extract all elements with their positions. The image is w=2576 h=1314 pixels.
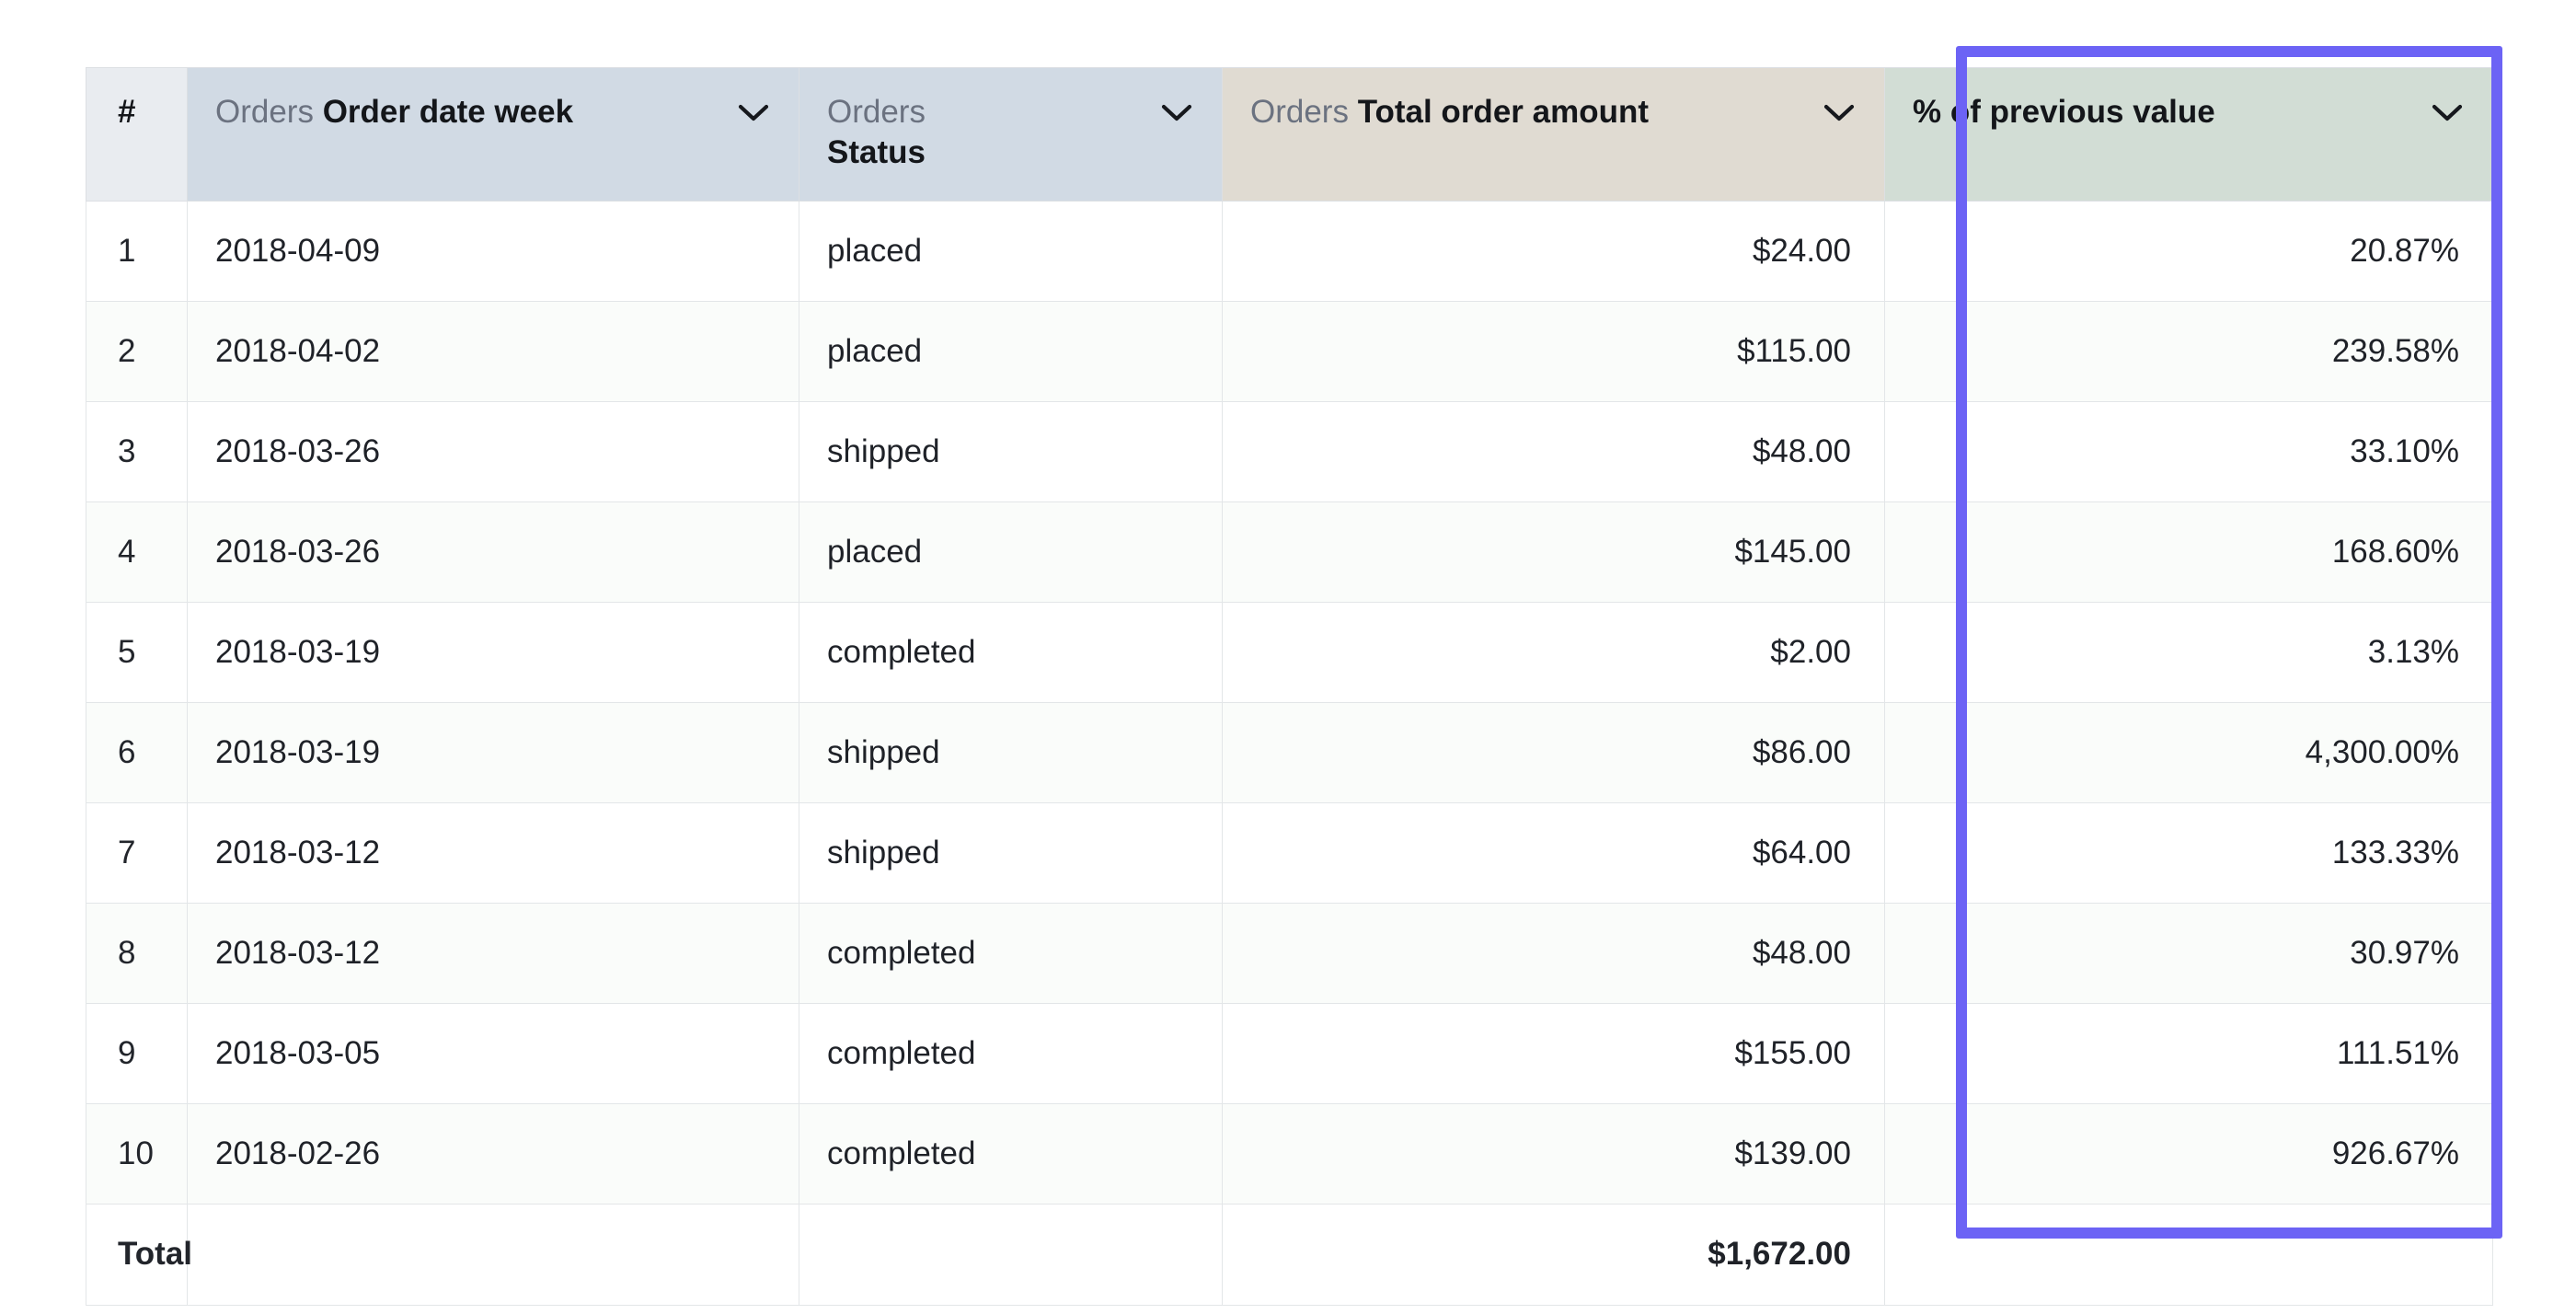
table-row[interactable]: 9 2018-03-05 completed $155.00 111.51% [86, 1002, 2493, 1104]
cell-index: 8 [86, 902, 188, 1004]
cell-status: placed [799, 501, 1223, 603]
total-cell-status [799, 1203, 1223, 1306]
cell-date: 2018-03-12 [187, 902, 799, 1004]
cell-status: shipped [799, 701, 1223, 803]
cell-date: 2018-03-19 [187, 601, 799, 703]
cell-amount: $24.00 [1222, 200, 1885, 302]
cell-date: 2018-03-26 [187, 400, 799, 502]
cell-pct: 4,300.00% [1884, 701, 2493, 803]
cell-index: 7 [86, 801, 188, 904]
total-label: Total [86, 1203, 192, 1306]
column-header-index-label: # [118, 94, 136, 130]
table-row[interactable]: 3 2018-03-26 shipped $48.00 33.10% [86, 400, 2493, 502]
cell-amount: $115.00 [1222, 300, 1885, 402]
column-header-amount-label: Total order amount [1357, 94, 1650, 130]
table-header-row: # Orders Order date week [86, 67, 2493, 202]
column-header-status[interactable]: Orders Status [799, 67, 1223, 202]
results-table-container: # Orders Order date week [86, 46, 2502, 1306]
cell-index: 5 [86, 601, 188, 703]
cell-date: 2018-03-26 [187, 501, 799, 603]
column-header-status-label: Status [827, 133, 926, 170]
table-header: # Orders Order date week [86, 67, 2493, 202]
cell-pct: 3.13% [1884, 601, 2493, 703]
cell-index: 2 [86, 300, 188, 402]
cell-pct: 168.60% [1884, 501, 2493, 603]
cell-pct: 33.10% [1884, 400, 2493, 502]
column-header-pct-label: % of previous value [1913, 94, 2215, 130]
cell-index: 3 [86, 400, 188, 502]
chevron-down-icon[interactable] [1159, 96, 1194, 131]
cell-amount: $64.00 [1222, 801, 1885, 904]
cell-index: 9 [86, 1002, 188, 1104]
cell-index: 1 [86, 200, 188, 302]
total-cell-date [187, 1203, 799, 1306]
column-header-date-prefix: Orders [215, 94, 323, 130]
cell-status: completed [799, 1002, 1223, 1104]
cell-date: 2018-03-12 [187, 801, 799, 904]
cell-status: completed [799, 1102, 1223, 1204]
cell-pct: 239.58% [1884, 300, 2493, 402]
cell-index: 4 [86, 501, 188, 603]
table-row[interactable]: 4 2018-03-26 placed $145.00 168.60% [86, 501, 2493, 603]
cell-amount: $139.00 [1222, 1102, 1885, 1204]
table-total-row: Total $1,672.00 [86, 1203, 2493, 1306]
table-row[interactable]: 8 2018-03-12 completed $48.00 30.97% [86, 902, 2493, 1004]
column-header-amount-prefix: Orders [1250, 94, 1358, 130]
cell-status: shipped [799, 801, 1223, 904]
cell-date: 2018-03-19 [187, 701, 799, 803]
cell-amount: $48.00 [1222, 400, 1885, 502]
cell-amount: $86.00 [1222, 701, 1885, 803]
cell-status: shipped [799, 400, 1223, 502]
table-row[interactable]: 5 2018-03-19 completed $2.00 3.13% [86, 601, 2493, 703]
column-header-pct-of-previous-value[interactable]: % of previous value [1884, 67, 2493, 202]
results-table: # Orders Order date week [86, 67, 2493, 1306]
cell-pct: 133.33% [1884, 801, 2493, 904]
cell-amount: $48.00 [1222, 902, 1885, 1004]
total-cell-pct [1884, 1203, 2493, 1306]
cell-status: completed [799, 902, 1223, 1004]
cell-pct: 926.67% [1884, 1102, 2493, 1204]
cell-date: 2018-02-26 [187, 1102, 799, 1204]
cell-status: placed [799, 200, 1223, 302]
cell-pct: 30.97% [1884, 902, 2493, 1004]
cell-date: 2018-04-02 [187, 300, 799, 402]
chevron-down-icon[interactable] [736, 96, 771, 131]
cell-index: 6 [86, 701, 188, 803]
cell-status: placed [799, 300, 1223, 402]
cell-pct: 20.87% [1884, 200, 2493, 302]
column-header-order-date-week[interactable]: Orders Order date week [187, 67, 799, 202]
cell-date: 2018-03-05 [187, 1002, 799, 1104]
column-header-index[interactable]: # [86, 67, 188, 202]
chevron-down-icon[interactable] [1822, 96, 1857, 131]
table-body: 1 2018-04-09 placed $24.00 20.87% 2 2018… [86, 200, 2493, 1306]
table-row[interactable]: 10 2018-02-26 completed $139.00 926.67% [86, 1102, 2493, 1204]
cell-status: completed [799, 601, 1223, 703]
chevron-down-icon[interactable] [2430, 96, 2465, 131]
table-row[interactable]: 6 2018-03-19 shipped $86.00 4,300.00% [86, 701, 2493, 803]
cell-index: 10 [86, 1102, 188, 1204]
cell-amount: $145.00 [1222, 501, 1885, 603]
column-header-status-prefix: Orders [827, 94, 926, 130]
cell-date: 2018-04-09 [187, 200, 799, 302]
column-header-total-order-amount[interactable]: Orders Total order amount [1222, 67, 1885, 202]
column-header-date-label: Order date week [322, 94, 574, 130]
cell-pct: 111.51% [1884, 1002, 2493, 1104]
total-cell-amount: $1,672.00 [1222, 1203, 1885, 1306]
cell-amount: $155.00 [1222, 1002, 1885, 1104]
cell-amount: $2.00 [1222, 601, 1885, 703]
table-row[interactable]: 7 2018-03-12 shipped $64.00 133.33% [86, 801, 2493, 904]
table-row[interactable]: 2 2018-04-02 placed $115.00 239.58% [86, 300, 2493, 402]
table-row[interactable]: 1 2018-04-09 placed $24.00 20.87% [86, 200, 2493, 302]
